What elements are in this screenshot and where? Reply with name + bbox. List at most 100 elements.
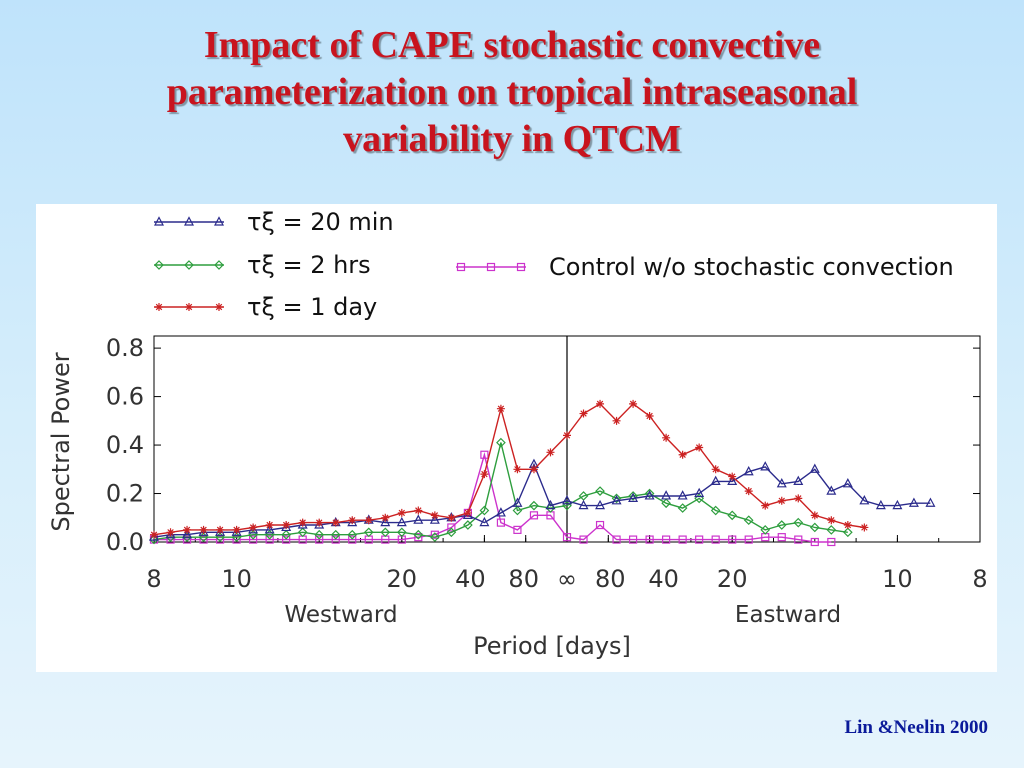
star-marker xyxy=(265,521,274,530)
star-marker xyxy=(843,521,852,530)
square-marker xyxy=(265,535,274,544)
star-marker xyxy=(645,411,654,420)
square-marker xyxy=(827,537,836,547)
triangle-marker xyxy=(184,216,194,226)
legend-item: τξ = 20 min xyxy=(154,208,394,236)
triangle-marker xyxy=(264,524,275,534)
legend-label: τξ = 2 hrs xyxy=(247,251,371,279)
square-marker xyxy=(562,533,572,542)
star-marker xyxy=(298,518,307,527)
square-marker xyxy=(810,537,819,547)
star-marker xyxy=(629,399,638,408)
star-marker xyxy=(744,487,753,496)
triangle-marker xyxy=(479,516,490,527)
triangle-marker xyxy=(578,499,589,510)
square-marker xyxy=(199,535,208,544)
diamond-marker xyxy=(760,525,771,535)
triangle-marker xyxy=(842,478,853,488)
star-marker xyxy=(546,448,555,457)
square-marker xyxy=(348,535,357,544)
x-tick-label: 80 xyxy=(508,565,539,593)
series-line xyxy=(153,442,848,541)
triangle-marker xyxy=(644,490,655,500)
star-marker xyxy=(199,525,208,534)
diamond-marker xyxy=(809,522,820,533)
triangle-marker xyxy=(908,497,919,507)
x-tick-label: 20 xyxy=(387,565,418,593)
square-marker xyxy=(645,535,654,544)
triangle-marker xyxy=(413,514,424,524)
westward-label: Westward xyxy=(284,602,397,628)
star-marker xyxy=(232,525,241,534)
citation: Lin &Neelin 2000 xyxy=(844,717,988,738)
star-marker xyxy=(513,465,522,474)
triangle-marker xyxy=(429,514,440,524)
slide-title-line-3: variability in QTCM xyxy=(343,118,681,160)
diamond-marker xyxy=(463,520,473,530)
square-marker xyxy=(662,535,671,544)
diamond-marker xyxy=(396,527,407,538)
triangle-marker xyxy=(595,499,606,510)
square-marker xyxy=(612,535,621,544)
triangle-marker xyxy=(859,495,870,505)
star-marker xyxy=(480,470,489,479)
square-marker xyxy=(182,535,192,544)
x-tick-label: 8 xyxy=(972,565,987,593)
star-marker xyxy=(397,508,406,517)
diamond-marker xyxy=(644,488,655,499)
diamond-marker xyxy=(776,520,787,530)
star-marker xyxy=(215,303,223,311)
diamond-marker xyxy=(727,510,738,521)
diamond-marker xyxy=(297,527,308,538)
diamond-marker xyxy=(677,503,688,513)
diamond-marker xyxy=(347,529,358,540)
triangle-marker xyxy=(512,497,523,507)
triangle-marker xyxy=(214,216,224,226)
legend-label: Control w/o stochastic convection xyxy=(549,253,954,281)
diamond-marker xyxy=(611,493,622,504)
star-marker xyxy=(496,404,505,413)
diamond-marker xyxy=(314,529,325,540)
triangle-marker xyxy=(710,475,721,486)
star-marker xyxy=(579,409,588,418)
diamond-marker xyxy=(595,486,605,496)
y-tick-label: 0.6 xyxy=(106,383,144,411)
diamond-marker xyxy=(661,498,671,509)
x-tick-label: 40 xyxy=(455,565,486,593)
slide-title: Impact of CAPE stochastic convective par… xyxy=(0,22,1024,163)
diamond-marker xyxy=(214,260,224,270)
triangle-marker xyxy=(809,463,820,473)
x-axis-title: Period [days] xyxy=(473,632,631,660)
y-tick-label: 0.0 xyxy=(106,528,144,556)
star-marker xyxy=(447,513,456,522)
square-marker xyxy=(695,535,704,544)
diamond-marker xyxy=(330,529,341,540)
triangle-marker xyxy=(694,487,705,498)
star-marker xyxy=(315,518,324,527)
triangle-marker xyxy=(562,495,572,505)
star-marker xyxy=(612,416,621,425)
star-marker xyxy=(777,496,786,505)
legend-label: τξ = 1 day xyxy=(247,293,377,321)
square-marker xyxy=(777,533,786,542)
square-marker xyxy=(496,518,506,527)
square-marker xyxy=(529,511,539,520)
triangle-marker xyxy=(760,461,771,471)
star-marker xyxy=(150,530,158,539)
y-tick-label: 0.8 xyxy=(106,334,144,362)
square-marker xyxy=(628,535,638,544)
square-marker xyxy=(456,262,466,272)
eastward-label: Eastward xyxy=(735,602,841,628)
x-tick-label: 40 xyxy=(648,565,679,593)
diamond-marker xyxy=(380,527,391,538)
diamond-marker xyxy=(496,437,506,448)
triangle-marker xyxy=(396,516,407,527)
triangle-marker xyxy=(743,465,754,476)
square-marker xyxy=(595,520,605,530)
x-tick-label: 8 xyxy=(146,565,161,593)
diamond-marker xyxy=(281,529,292,540)
x-tick-label: 10 xyxy=(221,565,252,593)
star-marker xyxy=(155,303,163,311)
star-marker xyxy=(463,508,472,517)
diamond-marker xyxy=(154,260,164,270)
